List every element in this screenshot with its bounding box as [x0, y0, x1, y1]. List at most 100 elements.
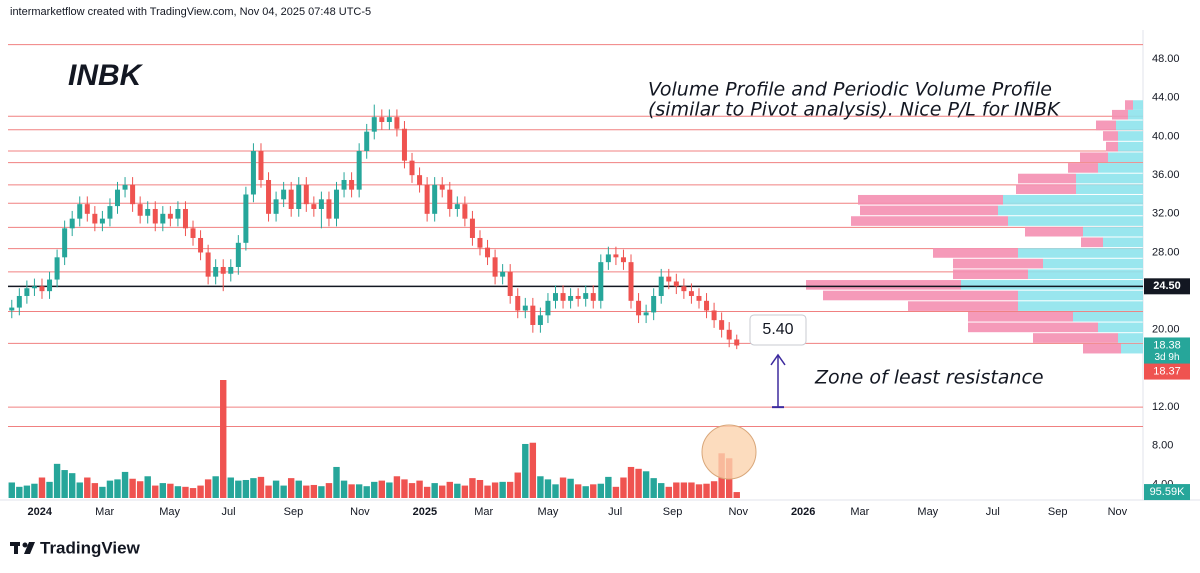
volume-bar — [310, 484, 318, 498]
profile-up — [1133, 100, 1143, 110]
symbol-title: INBK — [68, 59, 144, 92]
volume-bar — [642, 471, 650, 498]
volume-bar — [257, 476, 265, 498]
y-tick-label: 8.00 — [1152, 440, 1173, 452]
candle-body — [182, 208, 188, 229]
x-tick-label: Nov — [1108, 506, 1128, 518]
candle-body — [84, 204, 90, 214]
candle-body — [281, 189, 287, 200]
candle-body — [311, 204, 317, 209]
candle-body — [605, 254, 611, 263]
profile-up — [1118, 333, 1143, 343]
volume-bar — [620, 477, 627, 498]
volume-bar — [393, 476, 401, 498]
volume-bar — [76, 482, 83, 498]
candle-body — [364, 131, 370, 151]
profile-down — [1125, 100, 1133, 110]
profile-up — [1128, 109, 1143, 120]
candle-body — [696, 295, 702, 301]
candle-body — [454, 204, 460, 209]
x-tick-label: Nov — [350, 506, 370, 518]
candle-body — [160, 213, 166, 224]
volume-bar — [597, 483, 605, 498]
volume-bar — [635, 468, 642, 498]
volume-bar — [710, 481, 718, 498]
candle-body — [198, 237, 204, 253]
candle-body — [432, 184, 438, 214]
volume-bar — [227, 477, 234, 498]
countdown: 3d 9h — [1154, 352, 1179, 363]
profile-down — [1016, 184, 1076, 194]
candle-body — [590, 293, 596, 301]
candle-body — [651, 295, 657, 313]
x-tick-label: May — [917, 506, 938, 518]
pivot-box — [1144, 278, 1190, 295]
volume-bar — [106, 480, 114, 498]
candle-body — [560, 293, 566, 301]
profile-down — [1096, 120, 1116, 131]
volume-bar — [84, 477, 91, 498]
highlight-circle — [701, 424, 757, 480]
candle-body — [47, 279, 53, 292]
x-tick-label: 2025 — [413, 506, 437, 518]
candle-body — [333, 189, 339, 219]
volume-bar — [121, 471, 129, 498]
profile-down — [806, 280, 961, 290]
profile-down — [860, 205, 998, 216]
candle-body — [704, 300, 710, 311]
volume-bar — [695, 484, 703, 498]
volume-bar — [152, 485, 159, 498]
candle-body — [341, 179, 347, 190]
candle-body — [681, 286, 687, 292]
profile-down — [858, 194, 1003, 205]
candle-body — [439, 184, 445, 190]
last-price-box — [1144, 337, 1190, 365]
x-tick-label: Mar — [850, 506, 869, 518]
volume-bar — [46, 481, 53, 498]
candle-body — [273, 199, 279, 214]
y-tick-label: 48.00 — [1152, 53, 1180, 65]
candle-body — [167, 213, 173, 219]
profile-up — [1116, 120, 1143, 131]
volume-label: 95.59K — [1150, 486, 1186, 498]
x-tick-label: May — [159, 506, 180, 518]
candle-body — [401, 128, 407, 161]
y-tick-label: 20.00 — [1152, 324, 1180, 336]
candle-body — [77, 204, 83, 219]
volume-bar — [401, 479, 408, 498]
candle-body — [386, 117, 392, 122]
volume-bar — [469, 478, 476, 498]
volume-bar — [386, 482, 393, 498]
profile-up — [1018, 301, 1143, 311]
volume-bar — [272, 480, 280, 498]
volume-bar — [159, 483, 167, 498]
volume-bar — [605, 476, 612, 498]
candle-body — [409, 160, 415, 176]
candle-body — [537, 315, 543, 325]
candle-body — [424, 184, 430, 214]
volume-bar — [114, 479, 121, 498]
candle-body — [258, 150, 264, 180]
candle-body — [122, 184, 128, 190]
candle-body — [296, 184, 302, 209]
x-tick-label: May — [538, 506, 559, 518]
volume-bar — [439, 485, 446, 498]
profile-down — [953, 258, 1043, 269]
volume-bar — [189, 488, 197, 498]
volume-bar — [431, 483, 438, 498]
volume-bar — [423, 486, 431, 498]
profile-up — [1098, 322, 1143, 333]
y-tick-label: 32.00 — [1152, 208, 1180, 220]
volume-bar — [522, 443, 529, 498]
x-tick-label: Mar — [474, 506, 493, 518]
volume-bar — [348, 484, 355, 498]
x-tick-label: 2026 — [791, 506, 815, 518]
volume-box — [1144, 484, 1190, 501]
note-line: (similar to Pivot analysis). Nice P/L fo… — [648, 99, 1061, 121]
candle-body — [213, 266, 219, 277]
volume-bar — [287, 478, 295, 498]
footer-logo: TradingView — [10, 538, 141, 557]
volume-bar — [544, 479, 552, 498]
candle-body — [250, 150, 256, 195]
